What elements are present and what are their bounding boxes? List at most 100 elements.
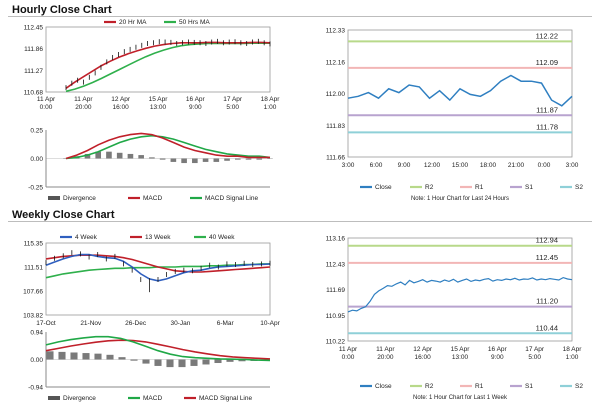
weekly-close-xtick-sub: 20:00 <box>377 354 394 361</box>
hourly-macd-macd-line <box>65 132 270 160</box>
hourly-price-legend-50hr-label: 50 Hrs MA <box>179 19 210 26</box>
weekly-close-xtick: 17 Apr <box>525 346 545 353</box>
hourly-close-ytick: 111.83 <box>326 123 345 130</box>
weekly-price-ytick: 115.35 <box>24 241 44 248</box>
weekly-close-ytick: 112.43 <box>326 261 346 268</box>
hourly-price-xtick: 11 Apr <box>37 96 56 103</box>
weekly-price-xtick: 17-Oct <box>36 320 56 327</box>
weekly-close-level-s2-label: 110.44 <box>536 323 558 332</box>
weekly-price-xtick: 6-Mar <box>217 320 235 327</box>
weekly-macd-divergence-bar <box>82 353 90 360</box>
hourly-price-ytick: 112.45 <box>24 25 44 32</box>
weekly-macd-divergence-bar <box>166 359 174 368</box>
hourly-macd-divergence-bar <box>213 158 220 162</box>
weekly-macd-divergence-bar <box>106 354 114 360</box>
hourly-macd-divergence-bar <box>192 158 198 164</box>
hourly-close-xtick: 18:00 <box>480 162 497 169</box>
hourly-price-xtick-sub: 1:00 <box>264 104 277 111</box>
weekly-close-xtick-sub: 9:00 <box>491 354 504 361</box>
weekly-close-xtick-sub: 0:00 <box>342 354 355 361</box>
hourly-macd-divergence-bar <box>202 158 209 162</box>
weekly-price-legend-13wk-label: 13 Week <box>145 234 171 241</box>
hourly-macd-divergence-bar <box>149 157 155 159</box>
weekly-close-ytick: 110.95 <box>326 313 346 320</box>
hourly-price-xtick: 11 Apr <box>74 96 93 103</box>
weekly-close-xtick-sub: 13:00 <box>452 354 469 361</box>
weekly-price-xtick: 10-Apr <box>260 320 280 327</box>
weekly-price-ytick: 111.51 <box>24 265 43 272</box>
weekly-close-legend-r2-label: R2 <box>425 383 434 390</box>
weekly-macd-divergence-bar <box>130 359 138 361</box>
hourly-macd-ytick: 0.00 <box>30 156 43 163</box>
weekly-macd-divergence-bar <box>238 359 246 362</box>
weekly-close-legend-close-label: Close <box>375 383 392 390</box>
hourly-section-title: Hourly Close Chart <box>12 4 112 16</box>
hourly-macd-divergence-bar <box>181 158 187 164</box>
hourly-close-level-r2-label: 112.22 <box>536 31 558 40</box>
weekly-macd-divergence-bar <box>214 359 222 364</box>
hourly-macd-legend-divergence-label: Divergence <box>63 195 96 202</box>
weekly-macd-legend-divergence-label: Divergence <box>63 395 96 402</box>
hourly-price-xtick-sub: 13:00 <box>150 104 167 111</box>
hourly-close-xtick: 9:00 <box>398 162 411 169</box>
weekly-close-legend-s1-label: S1 <box>525 383 533 390</box>
hourly-price-ytick: 111.27 <box>24 68 43 75</box>
weekly-macd-legend-divergence-swatch <box>48 396 60 400</box>
weekly-close-level-r2-label: 112.94 <box>536 236 558 245</box>
hourly-price-xtick: 18 Apr <box>261 96 281 103</box>
hourly-close-xtick: 12:00 <box>424 162 441 169</box>
hourly-close-xtick: 21:00 <box>508 162 525 169</box>
hourly-price-xtick-sub: 20:00 <box>75 104 92 111</box>
hourly-macd-divergence-bar <box>170 158 177 162</box>
hourly-price-plot-area <box>45 26 271 93</box>
hourly-close-ytick: 112.00 <box>326 91 346 98</box>
weekly-macd-legend-macd-label: MACD <box>143 395 162 402</box>
weekly-macd-divergence-bar <box>58 351 66 360</box>
hourly-price-xtick-sub: 9:00 <box>189 104 202 111</box>
hourly-price-ytick: 111.86 <box>24 46 43 53</box>
weekly-macd-divergence-bar <box>226 359 234 362</box>
weekly-close-xtick-sub: 1:00 <box>566 354 579 361</box>
weekly-close-xtick: 11 Apr <box>339 346 358 353</box>
weekly-price-xtick: 30-Jan <box>170 320 190 327</box>
hourly-close-plot-area <box>347 29 573 158</box>
hourly-close-xtick: 3:00 <box>566 162 579 169</box>
hourly-macd-divergence-bar <box>116 152 123 159</box>
hourly-price-xtick-sub: 5:00 <box>226 104 239 111</box>
hourly-close-ytick: 111.66 <box>326 155 345 162</box>
weekly-close-plot-area <box>347 237 573 342</box>
weekly-macd-divergence-bar <box>154 359 162 366</box>
hourly-price-xtick: 12 Apr <box>111 96 131 103</box>
weekly-macd-legend-signal-label: MACD Signal Line <box>199 395 252 402</box>
hourly-macd-signal-line <box>65 134 271 160</box>
weekly-price-xtick: 21-Nov <box>80 320 102 327</box>
weekly-close-ytick: 110.22 <box>326 339 346 346</box>
hourly-price-20hr-ma-line <box>65 41 271 89</box>
hourly-price-ytick: 110.68 <box>24 90 44 97</box>
weekly-close-close-line <box>347 276 573 313</box>
weekly-macd-divergence-bar <box>178 359 186 368</box>
hourly-macd-divergence-bar <box>127 153 134 159</box>
weekly-macd-signal-line <box>45 339 271 360</box>
hourly-close-xtick: 6:00 <box>370 162 383 169</box>
hourly-macd-divergence-bar <box>159 158 166 160</box>
weekly-close-xtick: 11 Apr <box>376 346 395 353</box>
weekly-close-legend-r1-label: R1 <box>475 383 484 390</box>
hourly-macd-legend-divergence-swatch <box>48 196 60 200</box>
hourly-close-ytick: 112.16 <box>326 59 346 66</box>
hourly-close-legend-r1-label: R1 <box>475 184 484 191</box>
hourly-macd-ytick: 0.25 <box>30 128 43 135</box>
hourly-macd-divergence-bar <box>138 155 144 159</box>
weekly-macd-divergence-bar <box>202 359 210 365</box>
hourly-macd-divergence-bar <box>95 151 102 159</box>
weekly-close-xtick-sub: 16:00 <box>415 354 432 361</box>
hourly-close-close-line <box>347 74 573 107</box>
hourly-macd-divergence-bar <box>256 158 263 160</box>
hourly-close-legend-s2-label: S2 <box>575 184 583 191</box>
hourly-price-xtick-sub: 16:00 <box>113 104 130 111</box>
weekly-price-legend-4wk-label: 4 Week <box>75 234 98 241</box>
hourly-close-xtick: 3:00 <box>342 162 355 169</box>
hourly-price-xtick: 17 Apr <box>223 96 243 103</box>
weekly-macd-ytick: 0.94 <box>30 330 43 337</box>
